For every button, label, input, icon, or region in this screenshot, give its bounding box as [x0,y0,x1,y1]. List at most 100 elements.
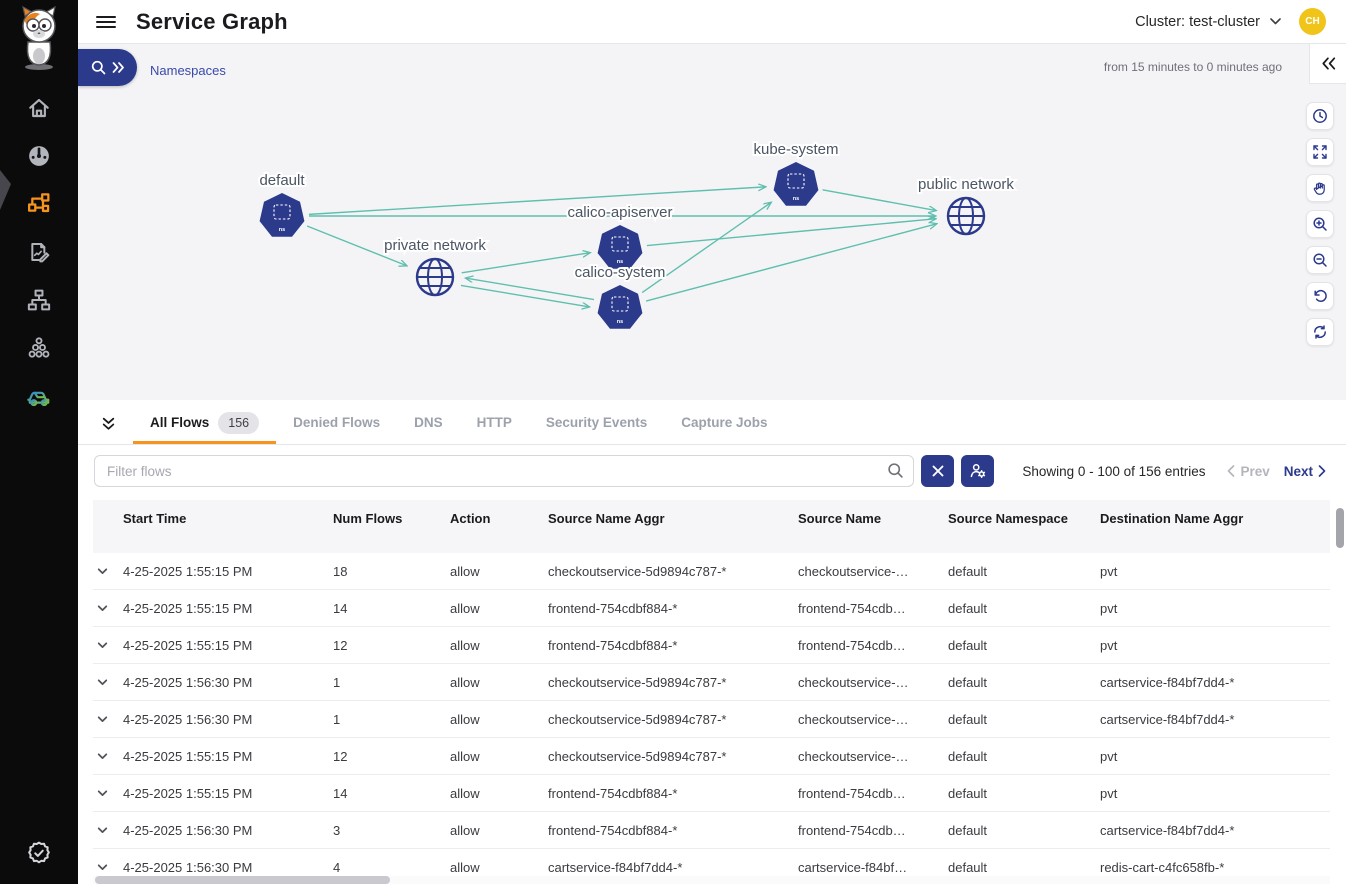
table-row[interactable]: 4-25-2025 1:55:15 PM 12 allow checkoutservi… [93,738,1330,775]
report-edit-icon [31,243,50,263]
prev-page-button[interactable]: Prev [1227,464,1270,479]
row-expand-chevron-icon[interactable] [96,713,109,726]
next-page-button[interactable]: Next [1284,464,1326,479]
row-expander[interactable] [93,824,123,837]
clear-filter-button[interactable] [921,455,954,487]
column-settings-button[interactable] [961,455,994,487]
vertical-scrollbar-thumb[interactable] [1336,508,1344,548]
tab-security-events[interactable]: Security Events [529,404,664,444]
table-cell: cartservice-f84bf7dd4-* [1100,822,1235,838]
breadcrumb-namespaces[interactable]: Namespaces [150,63,226,78]
filter-search-icon[interactable] [887,462,904,479]
table-header: Start Time Num Flows Action Source Name Agg… [93,500,1330,553]
graph-node-default[interactable]: ns default [257,170,307,237]
tab-denied-flows[interactable]: Denied Flows [276,404,397,444]
row-expander[interactable] [93,750,123,763]
graph-edge-private-network-to-calico-system [460,284,589,306]
table-cell: default [948,748,988,764]
table-cell: 4-25-2025 1:55:15 PM [123,748,253,764]
zoom-out-button[interactable] [1306,246,1334,274]
table-row[interactable]: 4-25-2025 1:55:15 PM 12 allow frontend-754c… [93,627,1330,664]
column-header[interactable]: Num Flows [333,511,403,526]
column-header[interactable]: Source Name [798,511,882,526]
table-row[interactable]: 4-25-2025 1:55:15 PM 14 allow frontend-754c… [93,590,1330,627]
table-cell: cartservice-f84bf7dd4-* [1100,711,1235,727]
sidebar-item-certification[interactable] [0,836,78,870]
refresh-button[interactable] [1306,318,1334,346]
table-row[interactable]: 4-25-2025 1:56:30 PM 3 allow frontend-754cd… [93,812,1330,849]
row-expander[interactable] [93,602,123,615]
column-header[interactable]: Source Name Aggr [548,511,665,526]
tab-capture-jobs[interactable]: Capture Jobs [664,404,784,444]
graph-edge-default-to-private-network [306,225,406,266]
row-expander[interactable] [93,713,123,726]
cluster-selector[interactable]: Cluster: test-cluster [1135,14,1281,30]
user-avatar[interactable]: CH [1299,8,1326,35]
row-expand-chevron-icon[interactable] [96,787,109,800]
vertical-scrollbar[interactable] [1336,504,1344,874]
table-row[interactable]: 4-25-2025 1:56:30 PM 1 allow checkoutservic… [93,664,1330,701]
sidebar-item-service-graph[interactable] [0,180,78,228]
filter-flows-input[interactable] [94,455,914,487]
graph-edge-calico-apiserver-to-public-network [646,219,935,247]
column-header[interactable]: Start Time [123,511,187,526]
row-expand-chevron-icon[interactable] [96,824,109,837]
row-expand-chevron-icon[interactable] [96,602,109,615]
row-expand-chevron-icon[interactable] [96,750,109,763]
tab-dns[interactable]: DNS [397,404,460,444]
zoom-in-button[interactable] [1306,210,1334,238]
flows-tabs: All Flows 156 Denied Flows DNS HTTP Security … [133,404,784,444]
graph-node-calico-apiserver[interactable]: ns calico-apiserver [565,202,675,269]
table-cell: default [948,711,988,727]
table-row[interactable]: 4-25-2025 1:55:15 PM 14 allow frontend-754c… [93,775,1330,812]
table-cell: 4-25-2025 1:56:30 PM [123,859,253,875]
column-header[interactable]: Destination Name Aggr [1100,511,1244,526]
sidebar-item-reports[interactable] [0,228,78,276]
graph-node-public-network[interactable]: public network [916,174,1016,236]
sidebar-item-dashboard[interactable] [0,132,78,180]
row-expand-chevron-icon[interactable] [96,565,109,578]
row-expand-chevron-icon[interactable] [96,676,109,689]
graph-node-private-network[interactable]: private network [382,235,488,297]
fit-screen-button[interactable] [1306,138,1334,166]
graph-search-pill[interactable] [78,49,137,86]
sidebar-item-clusters[interactable] [0,324,78,372]
sidebar-item-car[interactable] [0,372,78,420]
clock-button[interactable] [1306,102,1334,130]
dashboard-gauge-icon [29,146,49,166]
row-expander[interactable] [93,565,123,578]
sidebar-item-home[interactable] [0,84,78,132]
column-header[interactable]: Action [450,511,491,526]
table-cell: checkoutservice-5d9894c787-* [548,748,727,764]
tab-all-flows[interactable]: All Flows 156 [133,404,277,444]
row-expander[interactable] [93,639,123,652]
horizontal-scrollbar-thumb[interactable] [95,876,390,884]
row-expander[interactable] [93,676,123,689]
flows-table: Start Time Num Flows Action Source Name Agg… [93,500,1330,876]
column-header[interactable]: Source Namespace [948,511,1068,526]
brand-logo-calico-cat[interactable] [13,6,65,72]
sidebar-item-topology[interactable] [0,276,78,324]
table-row[interactable]: 4-25-2025 1:56:30 PM 1 allow checkoutservic… [93,701,1330,738]
collapse-side-panel-button[interactable] [1309,44,1346,84]
horizontal-scrollbar[interactable] [93,876,1330,884]
table-cell: default [948,785,988,801]
collapse-flows-panel-button[interactable] [94,404,123,444]
table-row[interactable]: 4-25-2025 1:55:15 PM 18 allow checkoutservi… [93,553,1330,590]
hamburger-menu-button[interactable] [95,13,117,31]
pan-hand-button[interactable] [1306,174,1334,202]
table-row[interactable]: 4-25-2025 1:56:30 PM 4 allow cartservice-f8… [93,849,1330,876]
undo-button[interactable] [1306,282,1334,310]
row-expand-chevron-icon[interactable] [96,639,109,652]
tab-http[interactable]: HTTP [460,404,529,444]
row-expander[interactable] [93,861,123,874]
tab-label: Capture Jobs [681,415,768,430]
table-cell: default [948,600,988,616]
table-cell: allow [450,859,480,875]
graph-svg[interactable]: ns default private network ns calico-apiserv… [78,44,1346,400]
row-expander[interactable] [93,787,123,800]
table-cell: 4-25-2025 1:55:15 PM [123,563,253,579]
graph-node-kube-system[interactable]: ns kube-system [751,139,841,206]
row-expand-chevron-icon[interactable] [96,861,109,874]
